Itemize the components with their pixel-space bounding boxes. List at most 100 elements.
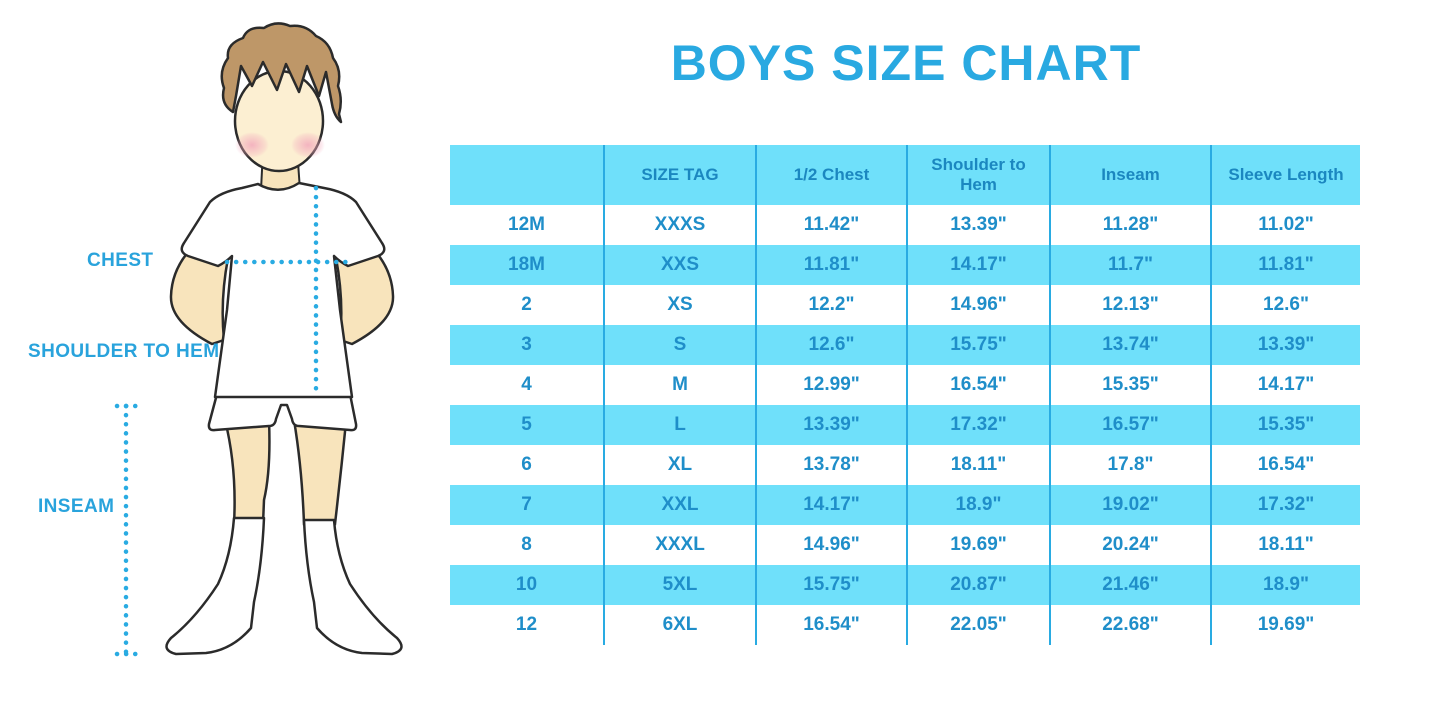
table-cell: 11.42" (755, 205, 906, 245)
table-cell: 14.17" (906, 245, 1049, 285)
table-cell: 12.2" (755, 285, 906, 325)
boy-arm-left (169, 238, 230, 346)
header-cell: 1/2 Chest (755, 145, 906, 205)
table-row: 2 XS 12.2" 14.96" 12.13" 12.6" (450, 285, 1360, 325)
table-cell: S (603, 325, 755, 365)
table-cell: 18.9" (1210, 565, 1360, 605)
table-cell: 14.17" (1210, 365, 1360, 405)
table-cell: 8 (521, 534, 532, 555)
table-cell: 20.87" (906, 565, 1049, 605)
table-cell: 14.17" (755, 485, 906, 525)
table-cell: 19.69" (1210, 605, 1360, 645)
table-cell: 2 (521, 294, 532, 315)
table-cell: 6XL (603, 605, 755, 645)
table-row: 3 S 12.6" 15.75" 13.74" 13.39" (450, 325, 1360, 365)
boy-shirt (180, 181, 386, 399)
page-title: BOYS SIZE CHART (670, 35, 1142, 91)
header-cell: Inseam (1049, 145, 1210, 205)
boy-leg-right (292, 418, 348, 526)
inseam-label: INSEAM (38, 496, 115, 517)
table-cell: 5 (450, 405, 603, 445)
table-cell: 15.35" (1210, 405, 1360, 445)
table-cell: 14.96" (906, 285, 1049, 325)
table-cell: M (603, 365, 755, 405)
table-cell: 13.74" (1049, 325, 1210, 365)
table-row: 5 L 13.39" 17.32" 16.57" 15.35" (450, 405, 1360, 445)
header-cell: SIZE TAG (603, 145, 755, 205)
table-row: 10 5XL 15.75" 20.87" 21.46" 18.9" (450, 565, 1360, 605)
table-row: 7 XXL 14.17" 18.9" 19.02" 17.32" (450, 485, 1360, 525)
boy-blush-left (235, 132, 269, 158)
boy-illustration (114, 22, 403, 657)
table-cell: 12.6" (755, 325, 906, 365)
table-row: 8 XXXL 14.96" 19.69" 20.24" 18.11" (450, 525, 1360, 565)
table-cell: 12.6" (1210, 285, 1360, 325)
boy-blush-right (291, 132, 325, 158)
table-cell: 18.9" (906, 485, 1049, 525)
table-cell: 7 (450, 485, 603, 525)
table-cell: 18.11" (906, 445, 1049, 485)
table-cell: 12.13" (1049, 285, 1210, 325)
boy-sock-right (302, 518, 403, 656)
table-cell: 13.78" (755, 445, 906, 485)
table-cell: 11.28" (1049, 205, 1210, 245)
table-cell: 17.8" (1049, 445, 1210, 485)
boy-shorts (207, 392, 358, 432)
chest-label: CHEST (87, 250, 154, 271)
table-cell: 14.96" (755, 525, 906, 565)
table-cell: 16.57" (1049, 405, 1210, 445)
table-cell: 18.11" (1210, 525, 1360, 565)
table-cell: 15.35" (1049, 365, 1210, 405)
table-cell: 22.68" (1049, 605, 1210, 645)
table-cell: 12M (508, 214, 545, 235)
table-row: 12M XXXS 11.42" 13.39" 11.28" 11.02" (450, 205, 1360, 245)
table-cell: 5XL (603, 565, 755, 605)
table-cell: 12.99" (755, 365, 906, 405)
boy-leg-left (223, 418, 271, 526)
table-cell: L (603, 405, 755, 445)
table-cell: 20.24" (1049, 525, 1210, 565)
table-cell: 15.75" (755, 565, 906, 605)
table-row: 4 M 12.99" 16.54" 15.35" 14.17" (450, 365, 1360, 405)
table-cell: 10 (450, 565, 603, 605)
table-cell: 3 (450, 325, 603, 365)
table-cell: 13.39" (1210, 325, 1360, 365)
shoulder-to-hem-label: SHOULDER TO HEM (28, 341, 220, 362)
table-cell: XL (603, 445, 755, 485)
table-cell: 18M (450, 245, 603, 285)
table-cell: 11.81" (1210, 245, 1360, 285)
table-cell: 15.75" (906, 325, 1049, 365)
size-table: SIZE TAG 1/2 Chest Shoulder to Hem Inseam Sl… (450, 145, 1362, 645)
table-cell: 12 (515, 614, 538, 635)
table-cell: 19.02" (1049, 485, 1210, 525)
header-cell: Sleeve Length (1210, 145, 1360, 205)
table-cell: XXL (603, 485, 755, 525)
table-cell: 17.32" (1210, 485, 1360, 525)
table-cell: XS (603, 285, 755, 325)
table-row: 18M XXS 11.81" 14.17" 11.7" 11.81" (450, 245, 1360, 285)
table-cell: 11.81" (755, 245, 906, 285)
table-row: 6 XL 13.78" 18.11" 17.8" 16.54" (450, 445, 1360, 485)
table-cell: 22.05" (906, 605, 1049, 645)
header-cell (450, 145, 603, 205)
table-cell: 11.7" (1049, 245, 1210, 285)
table-row: 12 6XL 16.54" 22.05" 22.68" 19.69" (450, 605, 1360, 645)
table-cell: 21.46" (1049, 565, 1210, 605)
table-cell: XXS (603, 245, 755, 285)
table-cell: 16.54" (906, 365, 1049, 405)
header-cell: Shoulder to Hem (906, 145, 1049, 205)
table-cell: 13.39" (906, 205, 1049, 245)
table-cell: 13.39" (755, 405, 906, 445)
table-cell: 11.02" (1210, 205, 1360, 245)
boy-sock-left (165, 516, 266, 656)
table-cell: 19.69" (906, 525, 1049, 565)
table-cell: 16.54" (755, 605, 906, 645)
table-cell: XXXL (603, 525, 755, 565)
table-cell: XXXS (603, 205, 755, 245)
table-cell: 6 (521, 454, 532, 475)
table-cell: 17.32" (906, 405, 1049, 445)
table-cell: 16.54" (1210, 445, 1360, 485)
table-header-row: SIZE TAG 1/2 Chest Shoulder to Hem Inseam Sl… (450, 145, 1360, 205)
table-cell: 4 (521, 374, 532, 395)
